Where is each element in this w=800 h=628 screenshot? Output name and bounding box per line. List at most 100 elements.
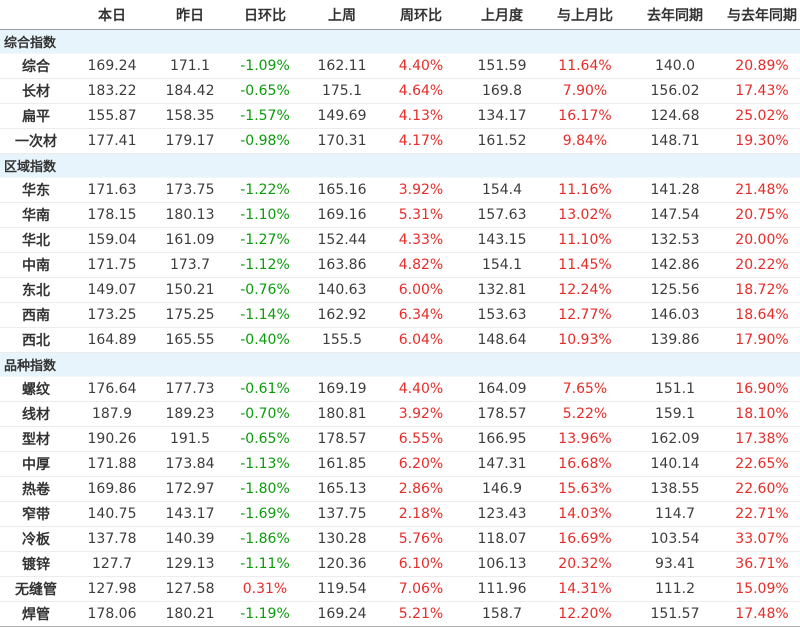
percent-change-cell: 20.22% (724, 252, 800, 278)
index-value-cell: 171.1 (152, 53, 228, 79)
column-header: 昨日 (152, 0, 228, 30)
row-label: 华东 (0, 177, 72, 203)
percent-change-cell: -1.14% (228, 302, 302, 328)
percent-change-cell: -1.27% (228, 227, 302, 253)
percent-change-cell: -1.19% (228, 601, 302, 627)
index-value-cell: 183.22 (72, 78, 152, 104)
index-value-cell: 103.54 (626, 526, 724, 552)
row-label: 西北 (0, 327, 72, 353)
index-value-cell: 170.31 (302, 128, 382, 154)
index-value-cell: 163.86 (302, 252, 382, 278)
index-value-cell: 164.89 (72, 327, 152, 353)
table-row: 螺纹 176.64 177.73 -0.61% 169.19 4.40% 164.09 7.6… (0, 376, 800, 402)
percent-change-cell: 4.13% (382, 103, 460, 129)
table-row: 冷板 137.78 140.39 -1.86% 130.28 5.76% 118.07 16.… (0, 526, 800, 552)
percent-change-cell: 20.75% (724, 202, 800, 228)
percent-change-cell: 17.90% (724, 327, 800, 353)
section-title: 区域指数 (0, 153, 800, 178)
index-value-cell: 134.17 (460, 103, 544, 129)
index-value-cell: 172.97 (152, 476, 228, 502)
index-value-cell: 146.03 (626, 302, 724, 328)
percent-change-cell: -1.57% (228, 103, 302, 129)
percent-change-cell: 22.71% (724, 501, 800, 527)
table-row: 焊管 178.06 180.21 -1.19% 169.24 5.21% 158.7 12.2… (0, 601, 800, 627)
index-value-cell: 175.25 (152, 302, 228, 328)
percent-change-cell: 33.07% (724, 526, 800, 552)
index-value-cell: 138.55 (626, 476, 724, 502)
table-row: 东北 149.07 150.21 -0.76% 140.63 6.00% 132.81 12.… (0, 277, 800, 303)
index-value-cell: 162.09 (626, 426, 724, 452)
percent-change-cell: -0.40% (228, 327, 302, 353)
index-value-cell: 93.41 (626, 551, 724, 577)
row-label: 型材 (0, 426, 72, 452)
index-value-cell: 173.7 (152, 252, 228, 278)
index-value-cell: 173.25 (72, 302, 152, 328)
table-row: 热卷 169.86 172.97 -1.80% 165.13 2.86% 146.9 15.6… (0, 476, 800, 502)
table-row: 长材 183.22 184.42 -0.65% 175.1 4.64% 169.8 7.90%… (0, 78, 800, 104)
percent-change-cell: 11.64% (544, 53, 626, 79)
table-row: 镀锌 127.7 129.13 -1.11% 120.36 6.10% 106.13 20.3… (0, 551, 800, 577)
index-value-cell: 178.57 (460, 401, 544, 427)
index-value-cell: 130.28 (302, 526, 382, 552)
percent-change-cell: 15.09% (724, 576, 800, 602)
index-value-cell: 177.73 (152, 376, 228, 402)
percent-change-cell: 10.93% (544, 327, 626, 353)
percent-change-cell: -1.13% (228, 451, 302, 477)
percent-change-cell: 6.10% (382, 551, 460, 577)
column-header: 周环比 (382, 0, 460, 30)
index-value-cell: 111.96 (460, 576, 544, 602)
index-value-cell: 152.44 (302, 227, 382, 253)
percent-change-cell: 13.02% (544, 202, 626, 228)
column-header: 去年同期 (626, 0, 724, 30)
index-value-cell: 139.86 (626, 327, 724, 353)
table-row: 线材 187.9 189.23 -0.70% 180.81 3.92% 178.57 5.22… (0, 401, 800, 427)
index-value-cell: 180.21 (152, 601, 228, 627)
percent-change-cell: 0.31% (228, 576, 302, 602)
index-value-cell: 140.0 (626, 53, 724, 79)
section-header-row: 区域指数 (0, 153, 800, 178)
percent-change-cell: 22.60% (724, 476, 800, 502)
percent-change-cell: 22.65% (724, 451, 800, 477)
index-value-cell: 165.55 (152, 327, 228, 353)
index-value-cell: 180.13 (152, 202, 228, 228)
percent-change-cell: 3.92% (382, 177, 460, 203)
table-row: 西北 164.89 165.55 -0.40% 155.5 6.04% 148.64 10.9… (0, 327, 800, 353)
percent-change-cell: 5.76% (382, 526, 460, 552)
index-value-cell: 147.54 (626, 202, 724, 228)
index-value-cell: 154.1 (460, 252, 544, 278)
index-value-cell: 162.11 (302, 53, 382, 79)
table-row: 西南 173.25 175.25 -1.14% 162.92 6.34% 153.63 12.… (0, 302, 800, 328)
index-value-cell: 159.1 (626, 401, 724, 427)
table-row: 综合 169.24 171.1 -1.09% 162.11 4.40% 151.59 11.6… (0, 53, 800, 79)
percent-change-cell: -0.70% (228, 401, 302, 427)
index-value-cell: 164.09 (460, 376, 544, 402)
index-value-cell: 124.68 (626, 103, 724, 129)
percent-change-cell: -0.61% (228, 376, 302, 402)
index-value-cell: 171.75 (72, 252, 152, 278)
percent-change-cell: 6.04% (382, 327, 460, 353)
percent-change-cell: 9.84% (544, 128, 626, 154)
index-value-cell: 155.87 (72, 103, 152, 129)
row-label: 东北 (0, 277, 72, 303)
percent-change-cell: 7.65% (544, 376, 626, 402)
table-row: 华北 159.04 161.09 -1.27% 152.44 4.33% 143.15 11.… (0, 227, 800, 253)
index-value-cell: 127.98 (72, 576, 152, 602)
percent-change-cell: -1.86% (228, 526, 302, 552)
percent-change-cell: 36.71% (724, 551, 800, 577)
section-title: 品种指数 (0, 352, 800, 377)
index-value-cell: 161.09 (152, 227, 228, 253)
percent-change-cell: 20.00% (724, 227, 800, 253)
percent-change-cell: 3.92% (382, 401, 460, 427)
percent-change-cell: -0.76% (228, 277, 302, 303)
percent-change-cell: 16.69% (544, 526, 626, 552)
row-label: 中南 (0, 252, 72, 278)
index-value-cell: 180.81 (302, 401, 382, 427)
index-value-cell: 140.75 (72, 501, 152, 527)
percent-change-cell: 4.33% (382, 227, 460, 253)
percent-change-cell: 20.89% (724, 53, 800, 79)
index-value-cell: 118.07 (460, 526, 544, 552)
table-row: 一次材 177.41 179.17 -0.98% 170.31 4.17% 161.52 9.… (0, 128, 800, 154)
percent-change-cell: -1.09% (228, 53, 302, 79)
index-value-cell: 149.07 (72, 277, 152, 303)
